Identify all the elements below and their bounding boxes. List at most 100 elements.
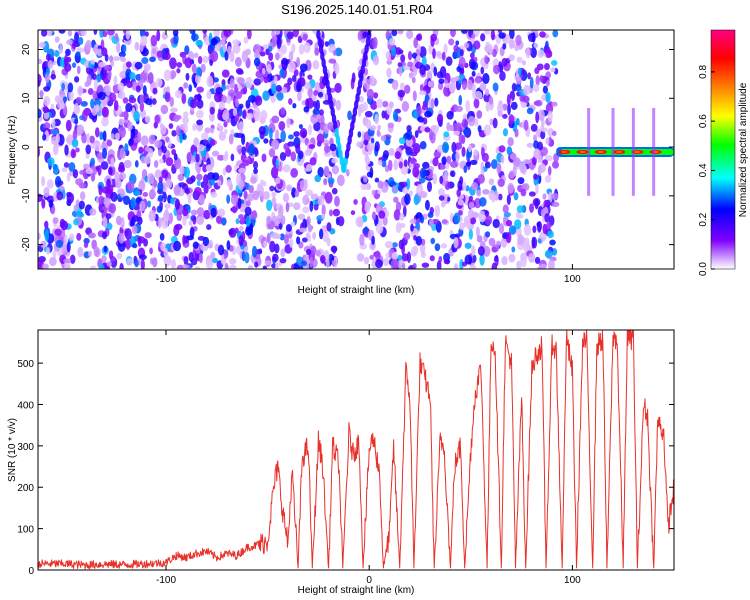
heatmap-cell <box>429 255 435 262</box>
heatmap-cell <box>118 232 125 244</box>
heatmap-cell <box>413 37 419 49</box>
heatmap-cell <box>454 75 460 82</box>
heatmap-cell <box>512 164 517 177</box>
heatmap-cell <box>253 57 261 67</box>
heatmap-cell <box>360 183 368 191</box>
heatmap-cell <box>196 207 205 216</box>
heatmap-cell <box>157 195 164 202</box>
heatmap-cell <box>473 98 480 109</box>
heatmap-cell <box>153 160 159 168</box>
heatmap-cell <box>71 40 77 50</box>
heatmap-cell <box>458 222 465 231</box>
heatmap-cell <box>529 76 534 89</box>
heatmap-cell <box>374 141 380 152</box>
heatmap-cell <box>56 191 64 201</box>
heatmap-cell <box>544 63 550 71</box>
heatmap-cell <box>101 117 109 127</box>
heatmap-cell <box>242 109 247 120</box>
heatmap-cell <box>68 162 76 172</box>
heatmap-ytick-label: -10 <box>21 188 32 203</box>
heatmap-cell <box>468 144 472 153</box>
heatmap-cell <box>61 82 66 91</box>
heatmap-cell <box>61 167 68 173</box>
heatmap-cell <box>467 208 475 219</box>
heatmap-cell <box>76 124 85 135</box>
heatmap-cell <box>232 43 241 54</box>
heatmap-cell <box>327 177 335 185</box>
heatmap-cell <box>288 98 293 105</box>
heatmap-cell <box>501 255 508 266</box>
heatmap-cell <box>244 206 252 216</box>
heatmap-cell <box>237 77 245 85</box>
heatmap-cell <box>64 144 69 156</box>
heatmap-cell <box>78 36 84 46</box>
heatmap-cell <box>502 204 509 214</box>
heatmap-cell <box>335 99 342 111</box>
heatmap-cell <box>154 169 162 179</box>
heatmap-cell <box>226 179 232 187</box>
heatmap-cell <box>403 159 408 168</box>
heatmap-cell <box>113 75 118 86</box>
heatmap-cell <box>210 191 218 198</box>
heatmap-cell <box>42 106 49 114</box>
heatmap-cell <box>93 142 102 152</box>
heatmap-cell <box>71 138 79 148</box>
heatmap-cell <box>375 250 381 262</box>
heatmap-cell <box>502 128 509 137</box>
heatmap-cell <box>182 234 186 245</box>
heatmap-cell <box>202 55 209 64</box>
heatmap-cell <box>312 231 317 240</box>
heatmap-cell <box>328 58 337 64</box>
heatmap-cell <box>87 87 94 96</box>
heatmap-cell <box>416 33 423 42</box>
heatmap-cell <box>492 64 501 75</box>
heatmap-cell <box>372 54 380 66</box>
heatmap-cell <box>182 214 187 226</box>
heatmap-cell <box>313 204 319 211</box>
heatmap-cell <box>191 63 197 74</box>
heatmap-cell <box>196 86 205 93</box>
heatmap-cell <box>262 191 270 200</box>
heatmap-cell <box>182 208 189 217</box>
heatmap-cell <box>176 68 181 74</box>
heatmap-cell <box>398 65 403 77</box>
heatmap-cell <box>158 176 163 183</box>
heatmap-cell <box>443 259 449 265</box>
heatmap-cell <box>173 153 178 161</box>
heatmap-cell <box>127 180 135 192</box>
heatmap-cell <box>534 256 541 265</box>
heatmap-cell <box>257 183 262 190</box>
heatmap-cell <box>278 205 284 218</box>
heatmap-cell <box>249 210 258 220</box>
heatmap-cell <box>206 75 214 88</box>
heatmap-cell <box>510 101 518 110</box>
heatmap-cell <box>194 160 200 172</box>
heatmap-cell <box>490 30 495 41</box>
heatmap-cell <box>124 143 129 153</box>
heatmap-cell <box>159 123 164 129</box>
heatmap-ytick-label: 20 <box>21 44 32 56</box>
heatmap-cell <box>85 144 92 155</box>
heatmap-cell <box>334 62 340 75</box>
heatmap-cell <box>552 30 559 38</box>
heatmap-cell <box>465 100 471 113</box>
heatmap-cell <box>517 234 525 246</box>
heatmap-cell <box>497 193 503 201</box>
heatmap-cell <box>496 162 502 174</box>
heatmap-cell <box>38 193 43 202</box>
heatmap-cell <box>285 202 290 213</box>
heatmap-cell <box>93 30 98 35</box>
heatmap-cell <box>102 216 108 228</box>
heatmap-cell <box>312 108 321 115</box>
heatmap-cell <box>117 82 125 92</box>
heatmap-cell <box>119 262 124 269</box>
heatmap-cell <box>174 198 181 211</box>
heatmap-cell <box>313 90 319 96</box>
heatmap-cell <box>185 72 190 81</box>
heatmap-cell <box>463 42 470 49</box>
heatmap-cell <box>225 84 230 90</box>
heatmap-cell <box>526 107 534 115</box>
heatmap-cell <box>226 95 232 104</box>
heatmap-cell <box>438 195 445 201</box>
heatmap-cell <box>489 118 494 126</box>
